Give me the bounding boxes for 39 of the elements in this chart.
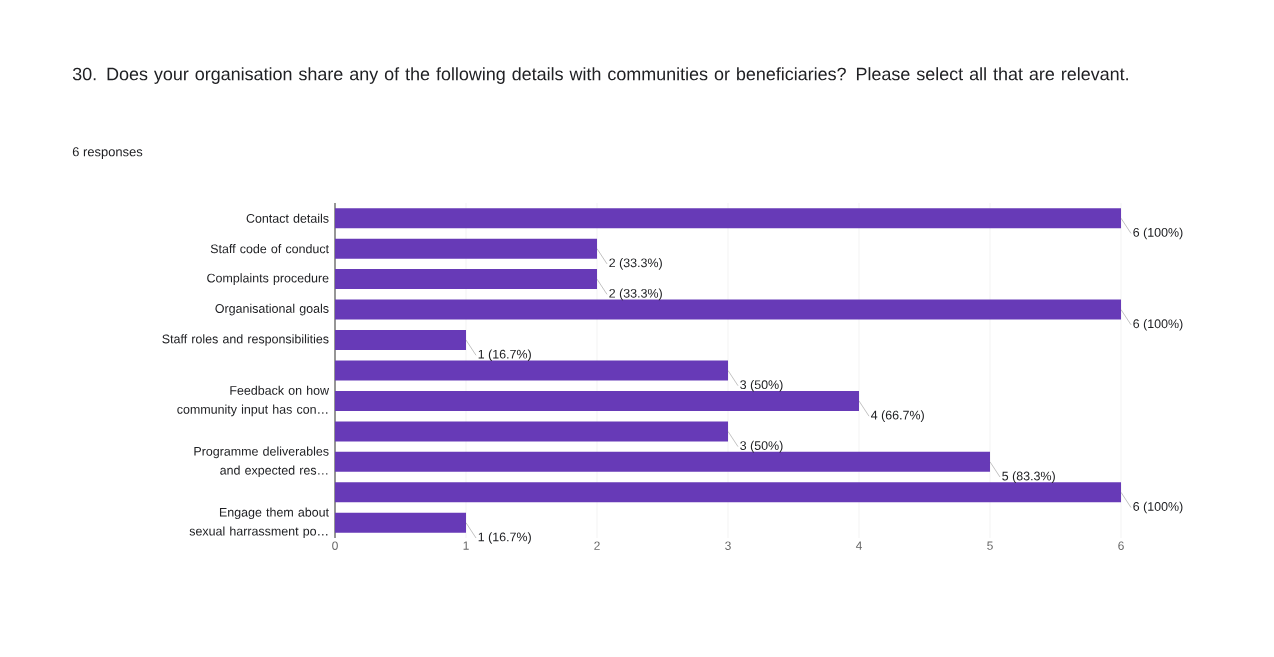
bar: [335, 512, 467, 533]
data-label: 5 (83.3%): [1002, 471, 1055, 483]
data-label: 1 (16.7%): [478, 349, 531, 362]
bar: [335, 208, 1122, 229]
data-label: 6 (100%): [1133, 227, 1183, 240]
y-tick-label: Contact details: [246, 213, 329, 223]
bar: [335, 421, 729, 442]
x-tick-label: 3: [725, 541, 731, 550]
data-label: 6 (100%): [1133, 319, 1183, 331]
bar: [335, 451, 991, 472]
x-tick-label: 2: [594, 541, 600, 550]
x-tick-label: 4: [855, 541, 862, 550]
y-tick-label: Organisational goals: [215, 303, 329, 316]
bar: [335, 482, 1122, 503]
y-tick-label: Engage them about sexual harrassment po…: [189, 507, 329, 539]
data-label: 2 (33.3%): [609, 288, 662, 301]
y-tick-label: Complaints procedure: [207, 273, 329, 285]
chart-title: 30. Does your organisation share any of the following details with communities or beneficiaries? Please select all that are relevant.: [72, 67, 1128, 84]
x-tick-label: 6: [1118, 541, 1124, 550]
bar: [335, 390, 860, 411]
y-tick-label: Feedback on how community input has con…: [177, 385, 330, 417]
bar: [335, 238, 598, 259]
data-label: 3 (50%): [740, 379, 783, 392]
y-tick-label: Staff code of conduct: [210, 244, 329, 254]
bar: [335, 299, 1122, 320]
data-label: 2 (33.3%): [609, 258, 662, 270]
y-tick-label: Staff roles and responsibilities: [162, 334, 329, 346]
bar: [335, 330, 467, 351]
y-tick-label: Programme deliverables and expected res…: [194, 446, 329, 478]
x-tick-label: 0: [332, 541, 338, 550]
data-label: 1 (16.7%): [478, 532, 531, 544]
bar: [335, 269, 598, 290]
bar: [335, 360, 729, 381]
x-tick-label: 1: [463, 541, 469, 550]
text: 6 responses: [72, 147, 143, 159]
data-label: 6 (100%): [1133, 501, 1183, 514]
x-tick-label: 5: [987, 541, 993, 550]
data-label: 4 (66.7%): [870, 410, 924, 422]
data-label: 3 (50%): [740, 440, 783, 453]
